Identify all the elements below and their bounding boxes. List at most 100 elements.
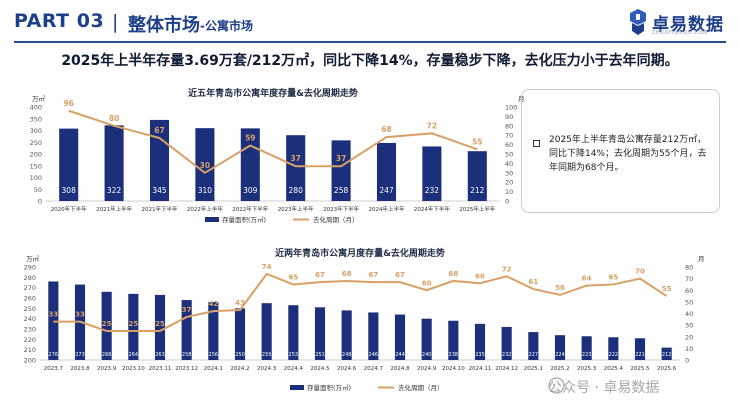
x-tick-label: 2024.7 [364,366,384,372]
line-value-label: 37 [182,306,192,314]
bar-value-label: 247 [379,186,394,195]
x-tick-label: 2024.2 [230,366,249,372]
bar [286,135,306,201]
bar-value-label: 280 [289,186,304,195]
line-value-label: 96 [63,99,73,108]
legend-bar-swatch [290,385,304,390]
x-tick-label: 2022年下半年 [232,205,268,213]
bar-value-label: 224 [555,352,565,358]
line-value-label: 55 [662,285,672,293]
bar [288,305,299,360]
x-tick-label: 2023.9 [97,366,117,372]
bar [528,332,539,360]
x-tick-label: 2024.10 [442,366,465,372]
bar-value-label: 232 [425,186,440,195]
bar-value-label: 212 [662,352,672,358]
headline: 2025年上半年存量3.69万套/212万㎡，同比下降14%，存量稳步下降，去化… [61,53,679,69]
legend-bar-swatch [205,217,219,222]
bar-value-label: 222 [609,352,619,358]
bar [149,119,170,201]
left-tick-label: 270 [24,284,36,292]
legend-bar-label: 存量面积(万㎡) [222,215,266,224]
section-subtitle: -公寓市场 [200,19,253,33]
bar [314,307,326,360]
bar [181,300,192,360]
right-tick-label: 80 [685,264,693,272]
bar [376,142,397,201]
x-tick-label: 2023年上半年 [278,205,314,213]
bar [581,336,592,360]
right-tick-label: 60 [505,141,513,149]
bar-value-label: 276 [49,352,59,358]
left-tick-label: 150 [30,162,42,170]
line-value-label: 25 [102,320,112,328]
x-tick-label: 2023.12 [175,366,198,372]
line-value-label: 68 [381,125,391,134]
summary-note: 2025年上半年青岛公寓存量212万㎡，同比下降14%；去化周期为55个月，去年… [521,89,720,213]
x-tick-label: 2025.6 [657,366,677,372]
bar [394,314,406,360]
bar-value-label: 273 [75,352,85,358]
line-value-label: 70 [635,268,645,276]
line-value-label: 33 [48,311,58,319]
bar-value-label: 345 [152,186,167,195]
bar [104,125,124,201]
line-value-label: 25 [128,320,138,328]
x-tick-label: 2022年上半年 [187,205,223,213]
right-tick-label: 10 [505,188,513,196]
x-tick-label: 2023.7 [44,366,64,372]
bar [154,294,166,360]
brand-logo-text: 卓易数据 [652,15,724,35]
line-value-label: 55 [472,137,482,146]
bar [467,151,487,201]
x-tick-label: 2021年上半年 [96,205,132,213]
line-value-label: 72 [427,121,437,130]
x-tick-label: 2024年上半年 [369,205,405,213]
bar-value-label: 308 [62,186,77,195]
bar-value-label: 223 [582,352,592,358]
bar-value-label: 258 [182,352,192,358]
line-series [68,109,478,175]
bar-value-label: 264 [129,352,139,358]
part-label: PART 03 [14,10,105,32]
left-tick-label: 260 [24,295,36,303]
bar-value-label: 258 [334,186,349,195]
wechat-icon [548,377,565,394]
section-title: 整体市场 [128,15,200,36]
page-header: PART 03 | 整体市场 -公寓市场 卓易数据 ZHUOYISHUJU.CO… [0,0,740,44]
x-tick-label: 2021年下半年 [142,205,178,213]
right-tick-label: 50 [685,298,693,306]
left-tick-label: 240 [24,315,36,323]
right-tick-label: 10 [685,345,693,353]
bar-value-label: 227 [529,352,539,358]
bar [368,312,379,360]
line-value-label: 25 [155,320,165,328]
left-tick-label: 0 [38,198,42,206]
right-tick-label: 40 [505,160,513,168]
bar-value-label: 238 [449,352,459,358]
brand-logo-url: ZHUOYISHUJU.COM [652,30,708,36]
line-value-label: 59 [245,134,255,143]
x-tick-label: 2020年下半年 [51,205,87,213]
watermark-text: 公众号 · 卓易数据 [548,380,660,396]
x-tick-label: 2025.2 [550,366,569,372]
line-value-label: 67 [368,271,378,279]
right-tick-label: 100 [505,104,517,112]
right-tick-label: 0 [505,198,509,206]
x-tick-label: 2023年下半年 [323,205,359,213]
left-tick-label: 400 [30,104,42,112]
x-tick-label: 2025.3 [577,366,597,372]
line-value-label: 66 [475,272,485,280]
bar-value-label: 240 [422,352,432,358]
right-tick-label: 30 [685,322,693,330]
bar [421,318,432,360]
header-divider [14,41,726,43]
bar-value-label: 248 [342,352,352,358]
bar [240,128,260,201]
brand-logo: 卓易数据 ZHUOYISHUJU.COM [628,7,732,39]
x-tick-label: 2024.1 [204,366,223,372]
bar-value-label: 256 [209,352,219,358]
right-tick-label: 90 [505,113,513,121]
bar [195,128,215,201]
left-axis-unit: 万㎡ [32,94,46,103]
